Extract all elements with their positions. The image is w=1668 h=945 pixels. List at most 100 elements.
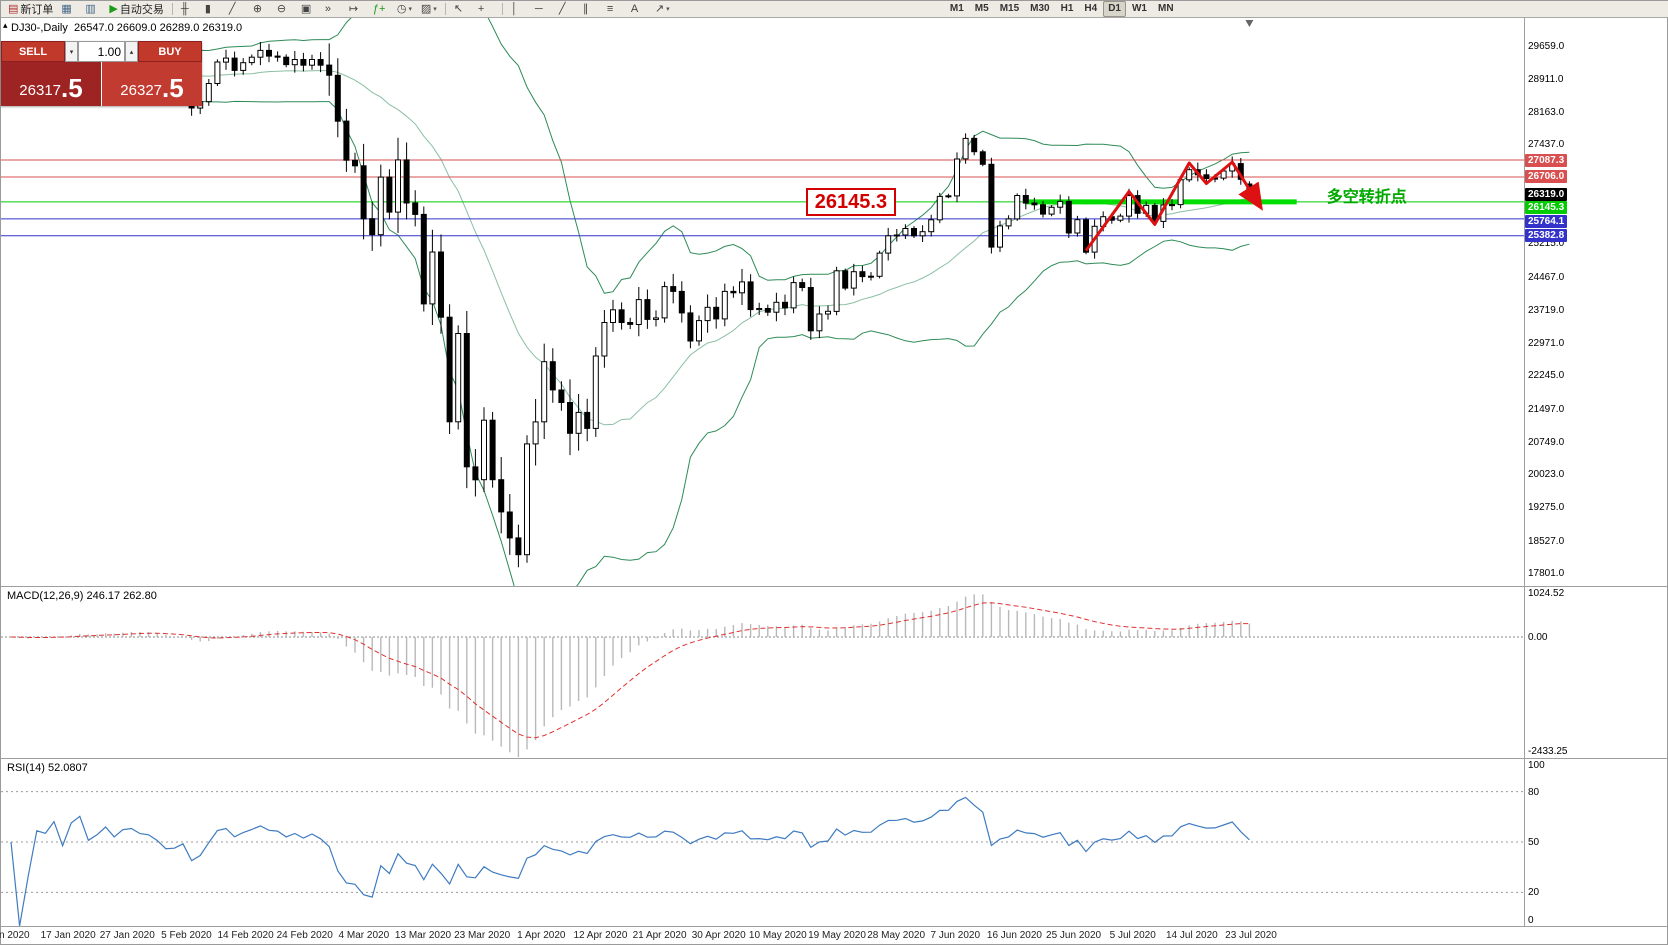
macd-panel-divider[interactable] [1, 586, 1668, 587]
timeframe-w1[interactable]: W1 [1131, 3, 1147, 14]
rsi-indicator-canvas[interactable] [1, 758, 1524, 926]
price-axis-label: 18527.0 [1528, 535, 1565, 547]
timeframe-m5[interactable]: M5 [974, 3, 989, 14]
templates-icon: ▨ [420, 3, 432, 15]
tile-windows-button[interactable]: ▣ [297, 1, 321, 18]
bar-chart-icon: ╫ [180, 3, 189, 15]
chevron-down-icon: ▾ [666, 6, 670, 13]
templates-button[interactable]: ▨ ▾ [417, 1, 441, 18]
cursor-button[interactable]: ↖ [450, 1, 474, 18]
ask-fraction: .5 [162, 73, 184, 103]
time-axis-label: 24 Feb 2020 [276, 930, 333, 941]
support-price-annotation: 26145.3 [805, 187, 897, 216]
price-level-badge: 25764.1 [1525, 214, 1568, 228]
bar-chart-button[interactable]: ╫ [177, 1, 201, 18]
rsi-scale-label: 100 [1528, 760, 1545, 771]
candlestick-chart-button[interactable]: ▮ [201, 1, 225, 18]
auto-trading-icon: ▶ [109, 3, 118, 15]
time-axis-label: 25 Jun 2020 [1046, 930, 1102, 941]
toolbar-separator [501, 3, 503, 15]
timeframe-m15[interactable]: M15 [999, 3, 1020, 14]
volume-input[interactable] [78, 41, 125, 62]
chart-ohlc-header: DJ30-,Daily 26547.0 26609.0 26289.0 2631… [11, 22, 243, 34]
timeframe-mn[interactable]: MN [1157, 3, 1174, 14]
fibonacci-icon: ≡ [606, 3, 614, 15]
charts-window-button[interactable]: ▦ [57, 1, 81, 18]
timeframe-h1[interactable]: H1 [1060, 3, 1074, 14]
price-axis-label: 23719.0 [1528, 304, 1565, 316]
arrows-icon: ↗ [654, 3, 665, 15]
timeframe-d1[interactable]: D1 [1103, 1, 1126, 17]
macd-indicator-canvas[interactable] [1, 586, 1524, 758]
channel-button[interactable]: ∥ [579, 1, 603, 18]
market-watch-button[interactable]: ▥ [81, 1, 105, 18]
macd-scale-label: -2433.25 [1528, 746, 1568, 757]
timeframe-m30[interactable]: M30 [1030, 3, 1050, 14]
crosshair-button[interactable]: + [474, 1, 498, 18]
price-level-badge: 26706.0 [1525, 170, 1568, 184]
text-button[interactable]: A [627, 1, 651, 18]
sell-button[interactable]: SELL [1, 41, 65, 62]
price-axis-divider [1524, 18, 1525, 926]
toolbar-separator [171, 3, 173, 15]
rsi-label: RSI(14) 52.0807 [7, 762, 88, 774]
zoom-in-button[interactable]: ⊕ [249, 1, 273, 18]
price-axis-label: 29659.0 [1528, 40, 1565, 52]
arrows-button[interactable]: ↗ ▾ [651, 1, 675, 18]
macd-scale-label: 1024.52 [1528, 588, 1565, 599]
periods-button[interactable]: ◷ ▾ [393, 1, 417, 18]
bid-price[interactable]: 26317.5 [1, 62, 102, 106]
rsi-scale-label: 80 [1528, 786, 1540, 798]
main-chart-canvas[interactable] [1, 18, 1524, 586]
time-axis-label: 14 Feb 2020 [217, 930, 274, 941]
volume-decrease-button[interactable]: ▾ [65, 41, 78, 62]
time-axis-label: 13 Mar 2020 [394, 930, 452, 941]
time-axis-label: 14 Jul 2020 [1165, 930, 1218, 941]
time-axis-label: 10 May 2020 [748, 930, 807, 941]
indicators-button[interactable]: ƒ+ [369, 1, 393, 18]
rsi-scale-label: 0 [1528, 915, 1534, 926]
candlestick-chart-icon: ▮ [204, 3, 211, 15]
rsi-scale-label: 50 [1528, 837, 1540, 848]
vertical-line-icon: │ [510, 3, 518, 15]
current-price-badge: 26319.0 [1525, 187, 1568, 201]
price-axis-label: 22971.0 [1528, 338, 1565, 350]
horizontal-line-icon: ─ [534, 3, 543, 15]
chevron-down-icon: ▾ [433, 6, 437, 13]
zoom-out-icon: ⊖ [276, 3, 287, 15]
price-axis-label: 22245.0 [1528, 370, 1565, 382]
toolbar-separator [444, 3, 446, 15]
collapse-panel-icon[interactable]: ▴ [3, 20, 8, 30]
horizontal-line-button[interactable]: ─ [531, 1, 555, 18]
auto-scroll-button[interactable]: » [321, 1, 345, 18]
trendline-icon: ╱ [558, 3, 566, 15]
trendline-button[interactable]: ╱ [555, 1, 579, 18]
time-axis-label: 16 Jun 2020 [986, 930, 1042, 941]
time-axis-label: 17 Jan 2020 [40, 930, 96, 941]
vertical-line-button[interactable]: │ [507, 1, 531, 18]
fibonacci-button[interactable]: ≡ [603, 1, 627, 18]
rsi-panel-divider[interactable] [1, 758, 1668, 759]
price-axis-label: 27437.0 [1528, 139, 1565, 151]
chart-shift-button[interactable]: ↦ [345, 1, 369, 18]
price-axis-label: 21497.0 [1528, 403, 1565, 415]
price-axis-label: 17801.0 [1528, 568, 1565, 580]
charts-window-icon: ▦ [61, 3, 72, 15]
ask-integer: 26327 [120, 82, 163, 99]
auto-trading-button[interactable]: ▶ 自动交易 [105, 1, 167, 18]
new-order-button-label: 新订单 [20, 4, 54, 16]
macd-scale-label: 0.00 [1528, 631, 1548, 643]
ask-price[interactable]: 26327.5 [102, 62, 202, 106]
time-axis-label: 5 Feb 2020 [161, 930, 212, 941]
timeframe-m1[interactable]: M1 [949, 3, 964, 14]
turning-point-label: 多空转折点 [1326, 189, 1407, 207]
timeframe-h4[interactable]: H4 [1084, 3, 1098, 14]
market-watch-icon: ▥ [85, 3, 96, 15]
volume-increase-button[interactable]: ▴ [125, 41, 138, 62]
new-order-button[interactable]: ▤ 新订单 [4, 1, 57, 18]
line-chart-button[interactable]: ╱ [225, 1, 249, 18]
zoom-out-button[interactable]: ⊖ [273, 1, 297, 18]
buy-button[interactable]: BUY [138, 41, 202, 62]
price-axis-label: 19275.0 [1528, 502, 1565, 514]
